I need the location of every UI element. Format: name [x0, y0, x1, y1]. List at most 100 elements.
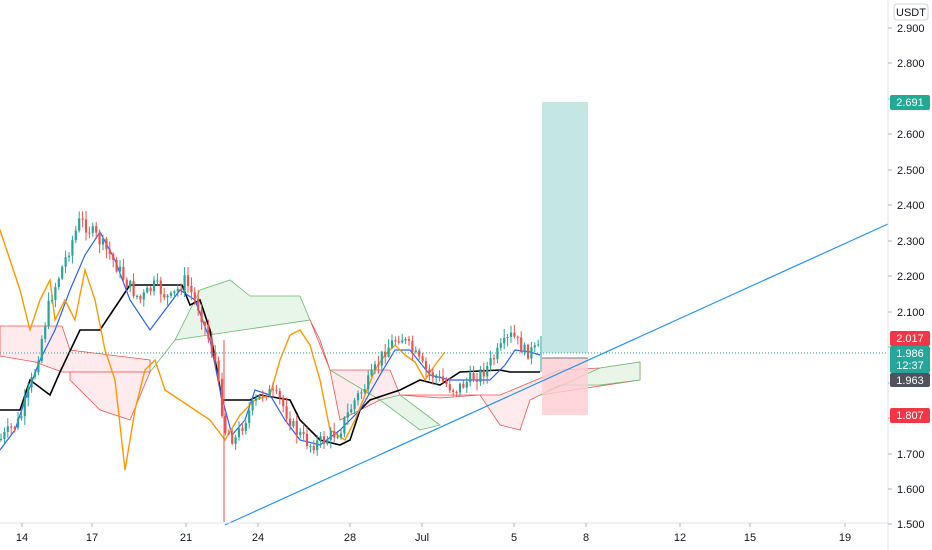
- candle-body: [149, 287, 152, 292]
- time-tick-label: 12: [674, 532, 686, 544]
- candle-body: [435, 376, 438, 378]
- price-tick-label: 1.700: [897, 449, 925, 461]
- chikou-line: [0, 229, 446, 471]
- candle-body: [227, 432, 230, 435]
- bar-countdown: 12:37: [896, 360, 924, 372]
- candle-body: [387, 347, 390, 357]
- candle-body: [146, 287, 149, 293]
- candle-body: [492, 357, 496, 360]
- trendline[interactable]: [224, 223, 889, 526]
- candle-body: [112, 254, 115, 260]
- candle-body: [108, 249, 111, 255]
- candle-body: [390, 340, 394, 348]
- price-tick-label: 2.500: [897, 165, 925, 177]
- candle-body: [27, 387, 30, 398]
- candle-body: [20, 416, 23, 419]
- stop-price-label: 1.807: [896, 410, 924, 422]
- candle-body: [282, 397, 285, 407]
- candle-body: [350, 409, 353, 413]
- candle-body: [509, 332, 513, 337]
- price-tick-label: 2.900: [897, 23, 925, 35]
- candle-body: [115, 259, 118, 272]
- candle-body: [312, 446, 315, 451]
- candle-body: [16, 418, 20, 428]
- candle-body: [129, 281, 132, 288]
- candle-body: [40, 338, 43, 361]
- time-tick-label: 5: [511, 532, 517, 544]
- candle-body: [210, 338, 213, 353]
- candle-body: [523, 344, 526, 353]
- time-axis[interactable]: 14 17 21 24 28 Jul 5 8 12 15 19: [16, 523, 851, 544]
- bullish-cloud: [149, 279, 311, 373]
- candle-body: [47, 300, 50, 327]
- price-tick-label: 2.600: [897, 129, 925, 141]
- candle-body: [50, 300, 54, 302]
- candle-body: [438, 376, 441, 378]
- candle-body: [363, 389, 366, 393]
- candle-body: [139, 295, 142, 300]
- candle-body: [448, 384, 451, 391]
- candle-body: [197, 298, 200, 311]
- bearish-cloud: [69, 371, 151, 421]
- candle-body: [319, 436, 322, 441]
- candle-body: [183, 275, 186, 291]
- candle-body: [486, 365, 489, 377]
- candle-body: [54, 287, 57, 301]
- chart-background: [0, 0, 888, 550]
- long-position-tool[interactable]: [542, 102, 588, 415]
- price-tick-label: 2.800: [897, 58, 925, 70]
- candle-body: [248, 410, 251, 424]
- candle-body: [305, 433, 309, 447]
- time-tick-label: 17: [86, 532, 98, 544]
- candle-body: [118, 266, 122, 272]
- candle-body: [424, 360, 428, 370]
- candle-body: [489, 357, 492, 366]
- candle-body: [261, 395, 264, 397]
- currency-box[interactable]: [893, 3, 929, 21]
- candle-body: [64, 257, 67, 267]
- candle-body: [377, 364, 380, 366]
- candle-body: [401, 340, 404, 343]
- candle-body: [3, 432, 6, 439]
- candle-body: [254, 398, 258, 401]
- candle-body: [421, 356, 424, 361]
- candle-body: [95, 226, 98, 233]
- candle-body: [84, 219, 88, 233]
- candle-body: [309, 446, 312, 448]
- time-tick-label: Jul: [415, 532, 429, 544]
- candle-body: [101, 238, 105, 245]
- candle-body: [125, 279, 128, 288]
- bullish-cloud: [329, 369, 441, 431]
- candle-body: [513, 332, 516, 337]
- time-tick-label: 19: [839, 532, 851, 544]
- candle-body: [214, 352, 217, 361]
- entry-price-tag: 2.017: [890, 331, 930, 346]
- candle-body: [285, 406, 288, 419]
- loss-zone[interactable]: [542, 358, 588, 415]
- candle-body: [74, 230, 77, 241]
- time-tick-label: 28: [344, 532, 356, 544]
- candle-body: [71, 240, 74, 256]
- candle-body: [234, 437, 237, 444]
- price-tick-label: 2.300: [897, 236, 925, 248]
- candle-body: [292, 421, 295, 427]
- currency-label: USDT: [896, 7, 926, 19]
- profit-zone[interactable]: [542, 102, 588, 353]
- candle-body: [180, 288, 183, 291]
- candle-body: [441, 376, 445, 382]
- candle-body: [516, 336, 519, 338]
- target-price-tag: 2.691: [890, 95, 930, 110]
- candle-body: [30, 376, 33, 388]
- base-price-label: 1.963: [896, 375, 924, 387]
- candle-body: [506, 336, 509, 338]
- time-tick-label: 15: [744, 532, 756, 544]
- candle-body: [142, 292, 145, 300]
- candle-body: [533, 345, 536, 348]
- candle-body: [499, 343, 502, 348]
- candle-body: [414, 350, 417, 352]
- candle-body: [445, 381, 448, 385]
- candle-body: [428, 369, 431, 373]
- candle-body: [57, 278, 60, 288]
- candle-body: [380, 351, 383, 366]
